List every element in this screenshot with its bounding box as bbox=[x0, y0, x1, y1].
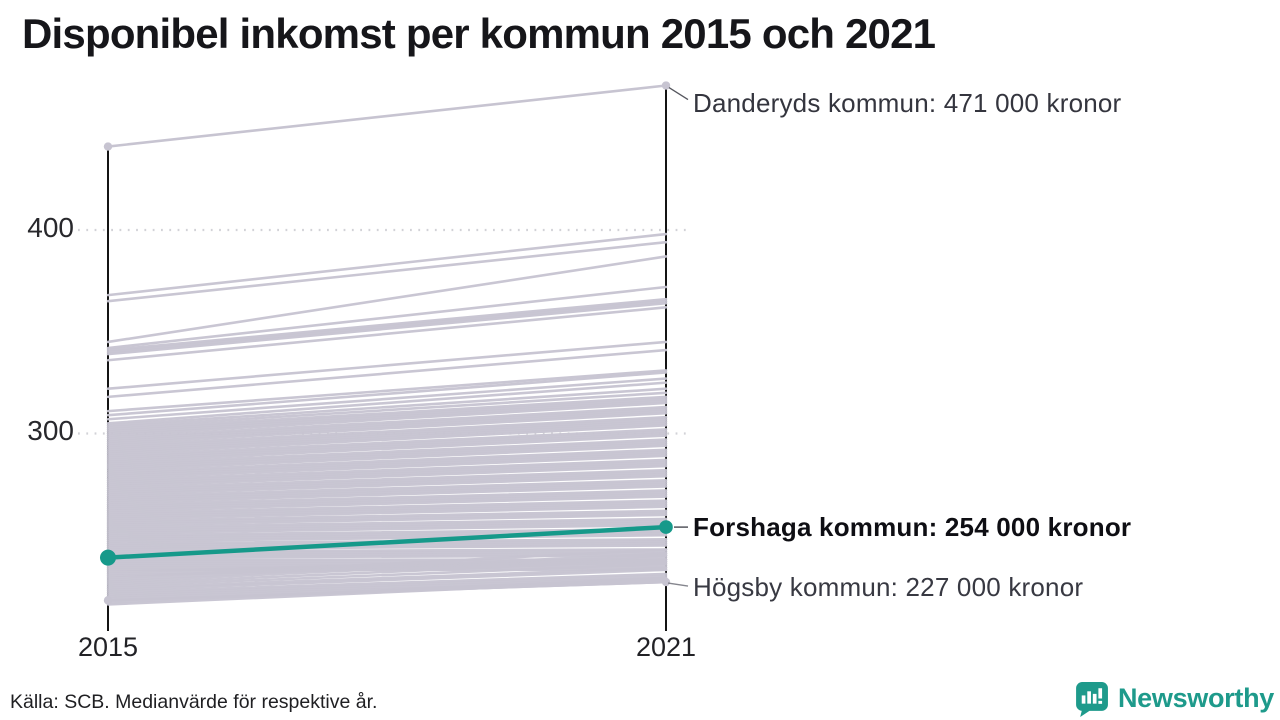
annotation-hogsby: Högsby kommun: 227 000 kronor bbox=[693, 572, 1084, 602]
annotation-forshaga: Forshaga kommun: 254 000 kronor bbox=[693, 512, 1132, 542]
newsworthy-logo-icon bbox=[1076, 682, 1108, 717]
newsworthy-logo: Newsworthy bbox=[1073, 680, 1274, 717]
y-axis-tick-400: 400 bbox=[27, 212, 74, 243]
x-axis-tick-2021: 2021 bbox=[635, 632, 697, 662]
newsworthy-logo-text: Newsworthy bbox=[1117, 683, 1274, 713]
annotation-danderyd: Danderyds kommun: 471 000 kronor bbox=[693, 88, 1122, 118]
source-note: Källa: SCB. Medianvärde för respektive å… bbox=[10, 691, 378, 713]
y-axis-tick-300: 300 bbox=[27, 415, 74, 446]
chart-title: Disponibel inkomst per kommun 2015 och 2… bbox=[22, 10, 936, 57]
x-axis-tick-2015: 2015 bbox=[77, 632, 139, 662]
